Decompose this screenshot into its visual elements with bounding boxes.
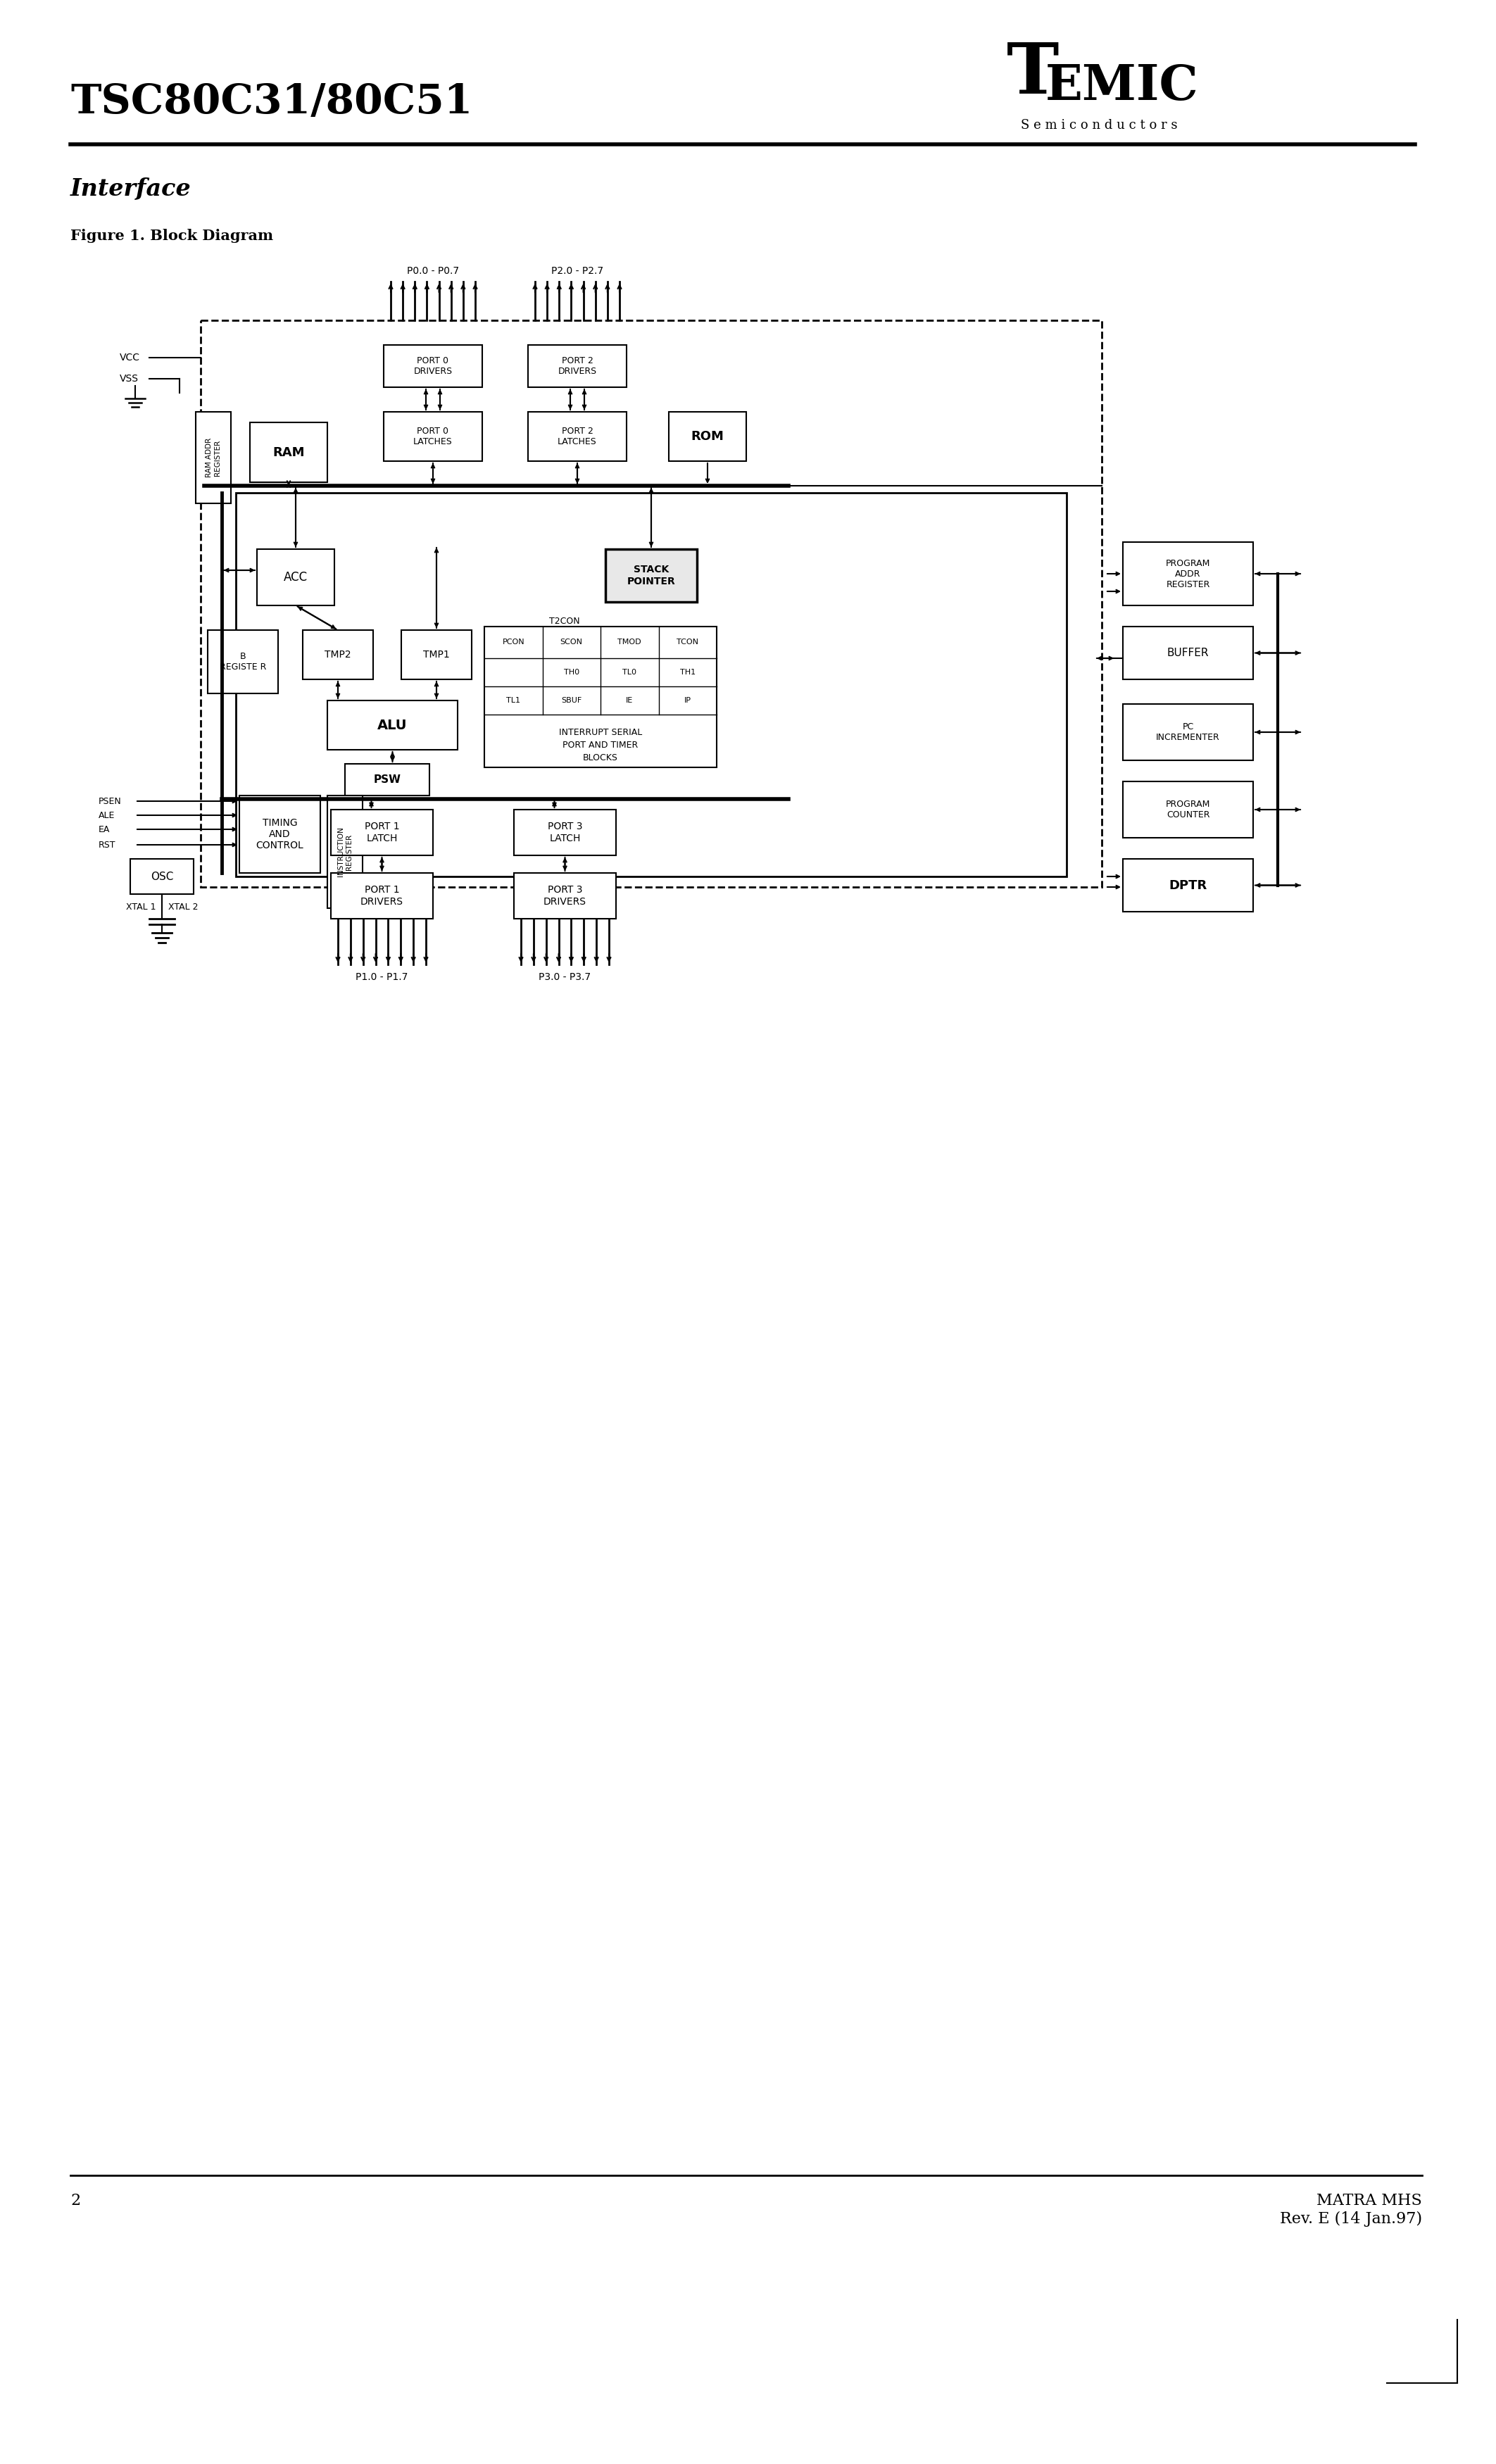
- Bar: [208, 631, 278, 692]
- Text: EA: EA: [99, 825, 111, 833]
- Text: XTAL 2: XTAL 2: [168, 902, 197, 912]
- Text: ROM: ROM: [691, 431, 724, 444]
- Text: MATRA MHS
Rev. E (14 Jan.97): MATRA MHS Rev. E (14 Jan.97): [1279, 2193, 1423, 2227]
- Bar: [1123, 626, 1254, 680]
- Text: PROGRAM
COUNTER: PROGRAM COUNTER: [1165, 801, 1210, 821]
- Text: TH1: TH1: [679, 668, 696, 675]
- Bar: [1123, 542, 1254, 606]
- Bar: [200, 320, 1101, 887]
- Bar: [485, 626, 717, 766]
- Text: TSC80C31/80C51: TSC80C31/80C51: [70, 81, 473, 121]
- Text: PORT AND TIMER: PORT AND TIMER: [562, 739, 639, 749]
- Text: B
REGISTE R: B REGISTE R: [220, 653, 266, 673]
- Text: PORT 0
DRIVERS: PORT 0 DRIVERS: [413, 357, 452, 377]
- Text: PORT 2
DRIVERS: PORT 2 DRIVERS: [558, 357, 597, 377]
- Text: XTAL 1: XTAL 1: [126, 902, 156, 912]
- Text: PORT 2
LATCHES: PORT 2 LATCHES: [558, 426, 597, 446]
- Bar: [1123, 860, 1254, 912]
- Bar: [250, 421, 328, 483]
- Bar: [130, 860, 193, 894]
- Text: PORT 3
LATCH: PORT 3 LATCH: [548, 823, 582, 843]
- Bar: [515, 811, 616, 855]
- Bar: [528, 345, 627, 387]
- Bar: [331, 811, 432, 855]
- Text: ACC: ACC: [284, 572, 308, 584]
- Bar: [331, 872, 432, 919]
- Bar: [239, 796, 320, 872]
- Bar: [236, 493, 1067, 877]
- Text: ALU: ALU: [377, 719, 407, 732]
- Text: IE: IE: [625, 697, 633, 705]
- Text: RAM ADDR
REGISTER: RAM ADDR REGISTER: [206, 439, 221, 478]
- Text: SBUF: SBUF: [561, 697, 582, 705]
- Bar: [401, 631, 471, 680]
- Text: BLOCKS: BLOCKS: [583, 754, 618, 761]
- Text: TH0: TH0: [564, 668, 579, 675]
- Text: Figure 1. Block Diagram: Figure 1. Block Diagram: [70, 229, 274, 244]
- Text: TCON: TCON: [676, 638, 699, 646]
- Text: TMP2: TMP2: [325, 650, 352, 660]
- Bar: [257, 549, 335, 606]
- Bar: [606, 549, 697, 601]
- Text: 2: 2: [70, 2193, 81, 2208]
- Bar: [328, 796, 362, 909]
- Bar: [383, 411, 482, 461]
- Text: RST: RST: [99, 840, 115, 850]
- Text: EMIC: EMIC: [1046, 62, 1198, 108]
- Text: TIMING
AND
CONTROL: TIMING AND CONTROL: [256, 818, 304, 850]
- Text: T2CON: T2CON: [549, 616, 580, 626]
- Text: STACK
POINTER: STACK POINTER: [627, 564, 675, 586]
- Bar: [383, 345, 482, 387]
- Text: IP: IP: [684, 697, 691, 705]
- Text: TL0: TL0: [622, 668, 637, 675]
- Text: BUFFER: BUFFER: [1167, 648, 1209, 658]
- Text: PORT 3
DRIVERS: PORT 3 DRIVERS: [543, 885, 586, 907]
- Text: TMP1: TMP1: [423, 650, 450, 660]
- Text: PORT 1
LATCH: PORT 1 LATCH: [365, 823, 399, 843]
- Text: T: T: [1007, 39, 1059, 108]
- Text: S e m i c o n d u c t o r s: S e m i c o n d u c t o r s: [1020, 118, 1177, 131]
- Bar: [528, 411, 627, 461]
- Text: P2.0 - P2.7: P2.0 - P2.7: [551, 266, 603, 276]
- Text: PORT 0
LATCHES: PORT 0 LATCHES: [413, 426, 453, 446]
- Text: TL1: TL1: [506, 697, 521, 705]
- Bar: [302, 631, 373, 680]
- Text: OSC: OSC: [151, 872, 174, 882]
- Bar: [1123, 781, 1254, 838]
- Bar: [346, 764, 429, 796]
- Text: PORT 1
DRIVERS: PORT 1 DRIVERS: [361, 885, 404, 907]
- Bar: [515, 872, 616, 919]
- Text: VCC: VCC: [120, 352, 141, 362]
- Text: P1.0 - P1.7: P1.0 - P1.7: [356, 973, 408, 983]
- Text: PC
INCREMENTER: PC INCREMENTER: [1156, 722, 1219, 742]
- Text: PSW: PSW: [374, 774, 401, 786]
- Text: DPTR: DPTR: [1168, 880, 1207, 892]
- Text: PSEN: PSEN: [99, 796, 121, 806]
- Bar: [669, 411, 747, 461]
- Bar: [328, 700, 458, 749]
- Text: SCON: SCON: [560, 638, 583, 646]
- Text: P0.0 - P0.7: P0.0 - P0.7: [407, 266, 459, 276]
- Bar: [1123, 705, 1254, 761]
- Text: RAM: RAM: [272, 446, 305, 458]
- Text: PROGRAM
ADDR
REGISTER: PROGRAM ADDR REGISTER: [1165, 559, 1210, 589]
- Text: INSTRUCTION
REGISTER: INSTRUCTION REGISTER: [338, 828, 353, 877]
- Text: INTERRUPT SERIAL: INTERRUPT SERIAL: [560, 727, 642, 737]
- Text: VSS: VSS: [120, 375, 139, 384]
- Text: P3.0 - P3.7: P3.0 - P3.7: [539, 973, 591, 983]
- Text: TMOD: TMOD: [618, 638, 642, 646]
- Text: PCON: PCON: [503, 638, 525, 646]
- Bar: [196, 411, 230, 503]
- Text: Interface: Interface: [70, 177, 191, 200]
- Text: ALE: ALE: [99, 811, 115, 821]
